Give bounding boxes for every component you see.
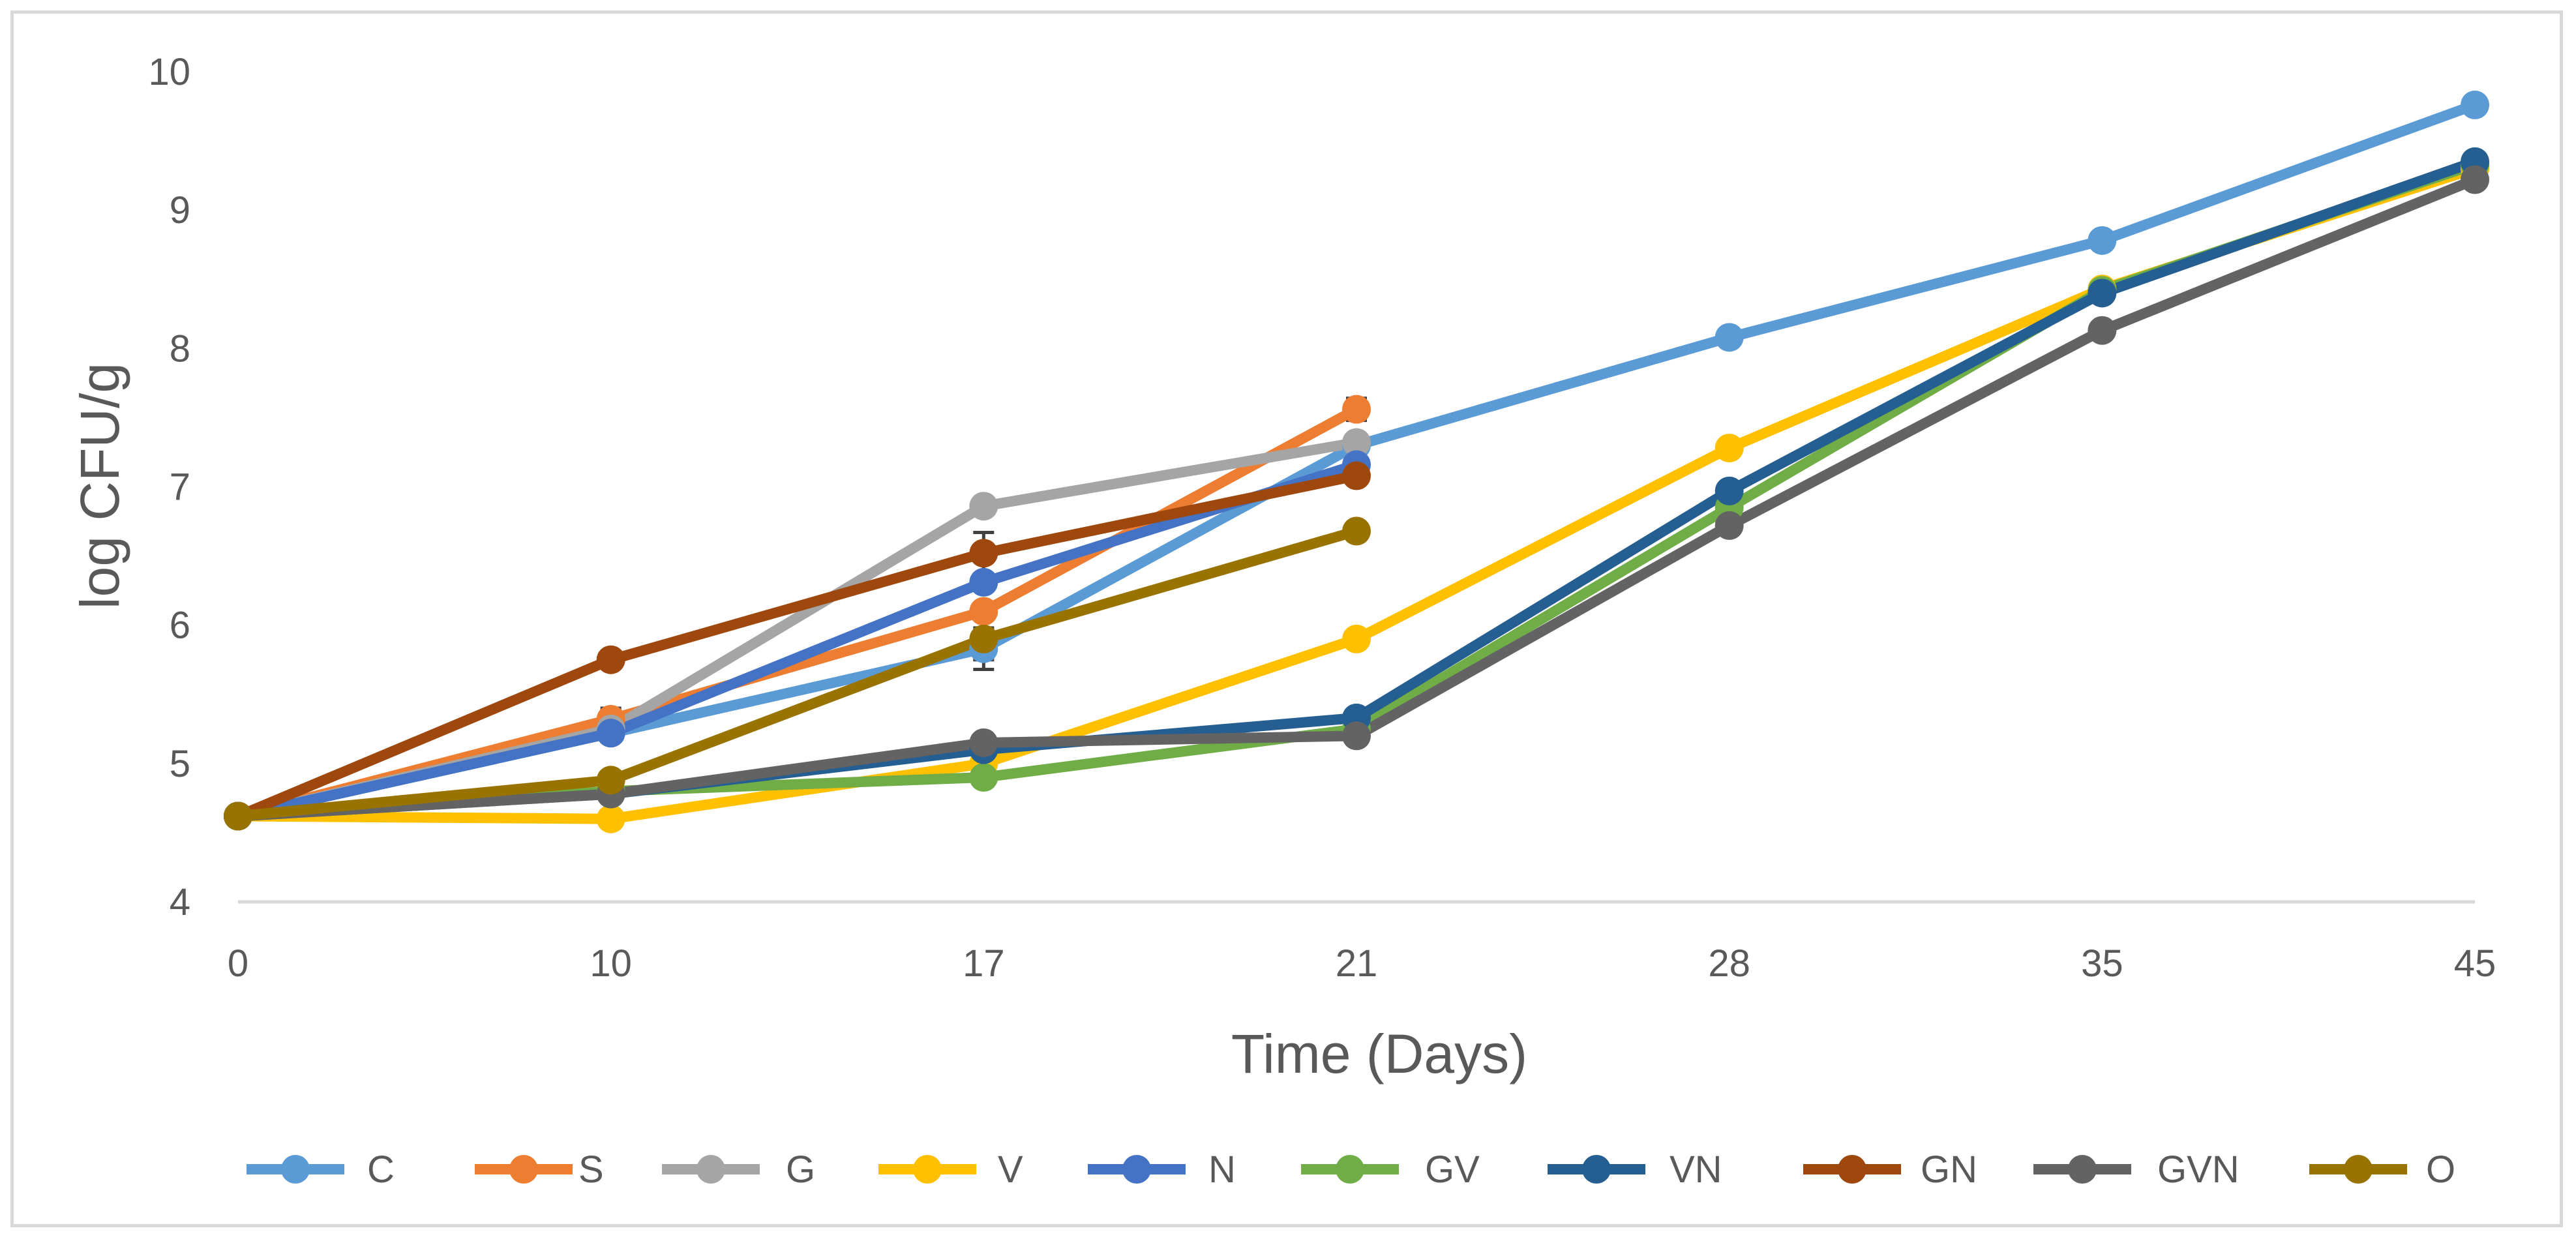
legend-item-vn: VN (1548, 1148, 1722, 1191)
data-point-gn (969, 539, 998, 568)
legend-swatch-marker (2344, 1155, 2373, 1184)
data-point-c (1715, 323, 1744, 352)
legend-label: C (367, 1148, 395, 1191)
series-line-gn (233, 470, 1362, 822)
data-point-v (596, 804, 625, 833)
data-point-gvn (2461, 165, 2489, 194)
x-tick-label: 21 (1336, 942, 1378, 985)
data-point-o (224, 801, 252, 831)
legend-swatch-marker (913, 1155, 942, 1184)
legend-swatch-marker (281, 1155, 310, 1184)
data-point-v (1342, 624, 1371, 653)
y-tick-label: 9 (170, 189, 190, 232)
y-tick-label: 10 (148, 51, 190, 93)
legend-item-gvn: GVN (2033, 1148, 2239, 1191)
legend-item-gv: GV (1301, 1148, 1480, 1191)
legend-swatch-marker (2068, 1155, 2097, 1184)
legend-label: VN (1670, 1148, 1722, 1191)
data-point-c (2461, 90, 2489, 119)
y-tick-label: 5 (170, 743, 190, 785)
data-point-vn (1715, 476, 1744, 505)
legend-label: S (578, 1148, 604, 1191)
x-axis-title: Time (Days) (1231, 1023, 1527, 1084)
series-markers (224, 90, 2489, 833)
x-tick-label: 45 (2454, 942, 2496, 985)
data-point-gvn (1715, 511, 1744, 540)
legend-label: GN (1921, 1148, 1977, 1191)
data-point-vn (2088, 278, 2117, 308)
data-point-n (969, 567, 998, 597)
y-tick-label: 6 (170, 605, 190, 647)
x-tick-label: 17 (963, 942, 1005, 985)
legend-swatch-marker (509, 1155, 538, 1184)
series-line-n (233, 459, 1362, 822)
legend-swatch-marker (1582, 1155, 1611, 1184)
legend-swatch-marker (696, 1155, 725, 1184)
x-tick-label: 0 (228, 942, 248, 985)
legend-item-g: G (662, 1148, 815, 1191)
legend-swatch-marker (1122, 1155, 1151, 1184)
legend-swatch-marker (1838, 1155, 1866, 1184)
data-point-o (1342, 516, 1371, 546)
x-tick-label: 10 (590, 942, 632, 985)
x-tick-label: 28 (1708, 942, 1750, 985)
chart-frame (10, 10, 2563, 1227)
data-point-v (1715, 434, 1744, 463)
y-tick-label: 7 (170, 466, 190, 509)
legend-label: O (2426, 1148, 2455, 1191)
data-point-gn (596, 645, 625, 674)
data-point-gn (1342, 461, 1371, 490)
data-point-s (969, 597, 998, 626)
x-tick-label: 35 (2081, 942, 2123, 985)
legend-label: GV (1425, 1148, 1480, 1191)
legend-label: GVN (2157, 1148, 2239, 1191)
y-tick-label: 4 (170, 881, 190, 923)
legend-item-v: V (878, 1148, 1023, 1191)
y-tick-label: 8 (170, 327, 190, 370)
legend-label: G (786, 1148, 815, 1191)
legend-label: N (1208, 1148, 1236, 1191)
data-point-c (2088, 226, 2117, 255)
legend-item-c: C (247, 1148, 395, 1191)
data-point-o (596, 766, 625, 795)
data-point-gvn (969, 728, 998, 758)
legend-item-gn: GN (1803, 1148, 1977, 1191)
data-point-gvn (2088, 316, 2117, 345)
data-point-s (1342, 395, 1371, 424)
series-line-o (233, 526, 1362, 822)
data-point-g (969, 492, 998, 521)
legend-item-s: S (475, 1148, 604, 1191)
legend-swatch-marker (1336, 1155, 1364, 1184)
data-point-gvn (1342, 721, 1371, 751)
data-point-gv (969, 763, 998, 792)
legend-item-o: O (2309, 1148, 2455, 1191)
data-point-n (596, 719, 625, 748)
legend-item-n: N (1088, 1148, 1236, 1191)
data-point-o (969, 624, 998, 653)
data-point-g (1342, 428, 1371, 457)
legend: C S G V N GV VN GN GVN O (247, 1148, 2455, 1191)
y-axis-title: log CFU/g (69, 363, 130, 609)
legend-label: V (998, 1148, 1023, 1191)
